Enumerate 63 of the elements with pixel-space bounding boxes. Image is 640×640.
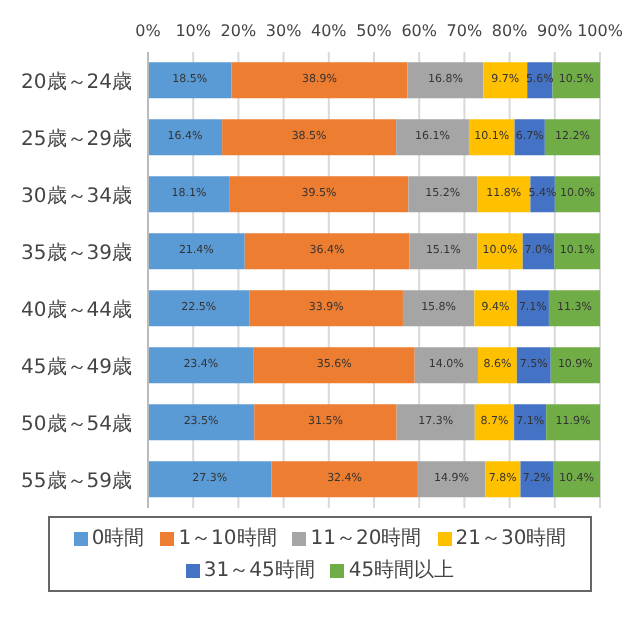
y-tick-label: 40歳～44歳	[21, 297, 132, 322]
bar	[414, 347, 478, 384]
legend-label: 0時間	[91, 525, 145, 552]
bar	[408, 176, 478, 213]
x-tick-label: 80%	[491, 22, 529, 40]
bar	[544, 119, 600, 156]
bar	[396, 404, 475, 441]
legend-label: 21～30時間	[455, 525, 567, 552]
bar	[396, 119, 469, 156]
bar	[148, 290, 250, 327]
legend-label: 31～45時間	[203, 557, 315, 584]
legend-label: 45時間以上	[348, 557, 455, 584]
bar	[402, 290, 475, 327]
bar	[417, 461, 486, 498]
bar	[148, 62, 232, 99]
y-tick-label: 20歳～24歳	[21, 69, 132, 94]
bar	[520, 461, 553, 498]
x-tick-label: 50%	[356, 22, 393, 40]
bar	[546, 404, 600, 441]
y-tick-label: 35歳～39歳	[21, 240, 132, 265]
bar	[222, 119, 397, 156]
legend-label: 11～20時間	[310, 525, 422, 552]
y-tick-label: 30歳～34歳	[21, 183, 132, 208]
bar	[271, 461, 418, 498]
bar	[148, 176, 230, 213]
y-tick-label: 55歳～59歳	[21, 468, 132, 493]
legend-label: 1～10時間	[178, 525, 277, 552]
bar	[552, 461, 600, 498]
bar	[474, 404, 515, 441]
bar	[148, 461, 272, 498]
x-tick-label: 100%	[577, 22, 624, 40]
x-tick-label: 60%	[401, 22, 438, 40]
y-tick-label: 45歳～49歳	[21, 354, 132, 379]
x-tick-label: 0%	[135, 22, 162, 40]
bar	[229, 176, 409, 213]
bar	[407, 62, 484, 99]
bar	[548, 290, 600, 327]
x-tick-label: 30%	[265, 22, 303, 40]
bar	[148, 119, 223, 156]
bar	[148, 404, 255, 441]
x-tick-label: 70%	[446, 22, 483, 40]
x-tick-label: 10%	[175, 22, 212, 40]
y-tick-label: 25歳～29歳	[21, 126, 132, 151]
x-tick-label: 40%	[311, 22, 348, 40]
x-tick-label: 20%	[220, 22, 257, 40]
bar	[516, 347, 551, 384]
bar	[474, 290, 517, 327]
bar	[483, 62, 528, 99]
bar	[148, 233, 245, 270]
bar	[468, 119, 515, 156]
bar	[253, 347, 415, 384]
bar	[254, 404, 397, 441]
bar	[409, 233, 478, 270]
bar	[477, 176, 531, 213]
bar	[554, 233, 600, 270]
y-tick-label: 50歳～54歳	[21, 411, 132, 436]
bar	[231, 62, 408, 99]
x-tick-label: 90%	[537, 22, 574, 40]
bar	[516, 290, 549, 327]
bar	[244, 233, 410, 270]
bar	[148, 347, 254, 384]
bar	[514, 404, 547, 441]
bar	[249, 290, 403, 327]
